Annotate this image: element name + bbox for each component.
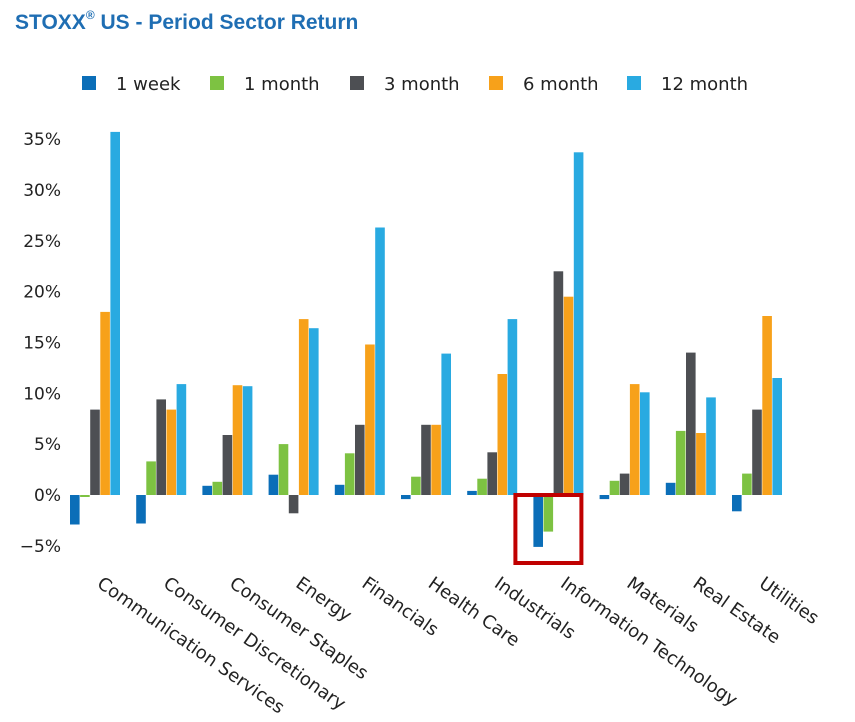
bar-4-2 xyxy=(355,424,365,495)
bars xyxy=(70,131,782,547)
y-tick-label-3: 20% xyxy=(23,283,61,303)
bar-2-2 xyxy=(222,435,233,495)
bar-9-4 xyxy=(706,397,716,495)
bar-2-1 xyxy=(212,481,223,495)
bar-7-2 xyxy=(553,271,564,495)
bar-1-0 xyxy=(136,495,146,524)
legend-swatch-2 xyxy=(350,76,364,90)
bar-8-2 xyxy=(619,473,630,495)
bar-0-1 xyxy=(80,495,90,497)
bar-5-1 xyxy=(411,476,421,495)
legend-label-3: 6 month xyxy=(523,74,599,95)
bar-10-2 xyxy=(752,409,762,495)
bar-10-4 xyxy=(772,378,782,495)
bar-4-0 xyxy=(334,484,345,495)
y-tick-label-5: 10% xyxy=(23,384,61,404)
chart-title: STOXX® US - Period Sector Return xyxy=(15,8,359,35)
bar-3-1 xyxy=(278,444,289,495)
chart-title-rest: US - Period Sector Return xyxy=(94,11,359,34)
bar-1-1 xyxy=(146,461,156,495)
bar-0-3 xyxy=(100,311,110,495)
bar-5-4 xyxy=(441,353,451,495)
bar-10-0 xyxy=(732,495,742,512)
bar-2-0 xyxy=(202,485,212,495)
bar-7-1 xyxy=(543,495,554,532)
bar-4-4 xyxy=(375,227,385,495)
registered-mark: ® xyxy=(85,8,95,22)
bar-3-0 xyxy=(268,474,279,495)
bar-8-1 xyxy=(609,480,620,495)
bar-8-4 xyxy=(640,392,650,495)
bar-8-3 xyxy=(629,384,640,495)
highlight-box xyxy=(513,493,584,565)
legend-swatch-3 xyxy=(489,76,503,90)
y-tick-label-8: −5% xyxy=(20,537,61,557)
bar-9-1 xyxy=(675,430,686,495)
bar-1-3 xyxy=(166,409,177,495)
legend-label-1: 1 month xyxy=(244,74,320,95)
legend-label-4: 12 month xyxy=(661,74,748,95)
bar-5-0 xyxy=(401,495,411,500)
bar-3-3 xyxy=(298,319,309,495)
y-tick-label-6: 5% xyxy=(34,435,61,455)
chart-title-main: STOXX xyxy=(15,11,86,34)
y-tick-label-7: 0% xyxy=(34,486,61,506)
legend-swatch-4 xyxy=(627,76,641,90)
bar-3-2 xyxy=(288,495,299,514)
bar-1-4 xyxy=(176,384,187,495)
bar-6-2 xyxy=(487,452,497,495)
bar-4-3 xyxy=(365,344,375,495)
legend: 1 week 1 month 3 month 6 month 12 month xyxy=(82,74,748,95)
bar-5-2 xyxy=(421,424,431,495)
bar-2-4 xyxy=(242,386,253,495)
bar-7-3 xyxy=(563,296,574,495)
y-tick-label-1: 30% xyxy=(23,181,61,201)
legend-label-2: 3 month xyxy=(384,74,460,95)
y-tick-label-0: 35% xyxy=(23,130,61,150)
bar-3-4 xyxy=(309,328,319,495)
bar-7-0 xyxy=(533,495,543,547)
y-tick-label-4: 15% xyxy=(23,333,61,353)
bar-5-3 xyxy=(431,424,441,495)
bar-9-0 xyxy=(665,482,676,495)
legend-label-0: 1 week xyxy=(116,74,181,95)
bar-0-4 xyxy=(110,131,120,495)
bar-6-4 xyxy=(507,319,518,495)
bar-6-1 xyxy=(477,478,487,495)
y-tick-label-2: 25% xyxy=(23,232,61,252)
bar-2-3 xyxy=(232,385,243,495)
highlight-rect xyxy=(513,493,584,565)
bar-6-3 xyxy=(497,374,508,495)
y-axis: 35% 30% 25% 20% 15% 10% 5% 0% −5% xyxy=(20,130,61,557)
bar-0-2 xyxy=(90,409,100,495)
bar-6-0 xyxy=(467,490,477,495)
bar-9-2 xyxy=(686,352,696,495)
legend-swatch-0 xyxy=(82,76,96,90)
bar-1-2 xyxy=(156,399,166,495)
bar-7-4 xyxy=(573,152,584,496)
bar-10-3 xyxy=(762,316,772,495)
bar-9-3 xyxy=(696,433,706,495)
bar-10-1 xyxy=(742,473,752,495)
bar-0-0 xyxy=(70,495,80,525)
legend-swatch-1 xyxy=(210,76,224,90)
bar-4-1 xyxy=(344,453,355,495)
bar-8-0 xyxy=(599,495,610,500)
